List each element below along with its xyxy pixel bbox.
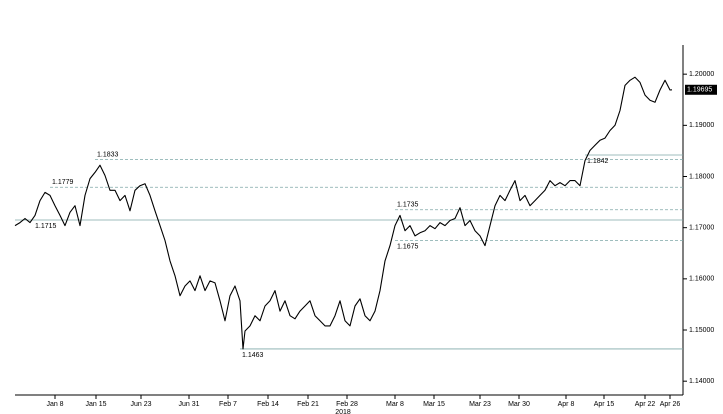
level-label: 1.1463 — [242, 352, 264, 359]
x-tick-label: Jan 15 — [85, 401, 106, 408]
x-tick-label: Feb 21 — [297, 401, 319, 408]
year-label: 2018 — [335, 409, 351, 414]
level-label: 1.1735 — [397, 202, 419, 209]
y-tick-label: 1.17000 — [689, 225, 714, 232]
x-tick-label: Mar 15 — [423, 401, 445, 408]
x-tick-label: Feb 28 — [336, 401, 358, 408]
price-line — [14, 76, 673, 350]
x-tick-label: Mar 23 — [469, 401, 491, 408]
level-label: 1.1833 — [97, 151, 119, 158]
x-tick-label: Feb 14 — [257, 401, 279, 408]
x-tick-label: Jun 23 — [130, 401, 151, 408]
last-price-label: 1.19695 — [687, 87, 712, 94]
y-tick-label: 1.20000 — [689, 71, 714, 78]
x-tick-label: Feb 7 — [219, 401, 237, 408]
level-label: 1.1675 — [397, 243, 419, 250]
level-label: 1.1842 — [587, 158, 609, 165]
x-tick-label: Apr 8 — [558, 401, 575, 408]
level-label: 1.1715 — [35, 223, 57, 230]
y-tick-label: 1.15000 — [689, 327, 714, 334]
x-tick-label: Jun 31 — [178, 401, 199, 408]
x-tick-label: Mar 8 — [386, 401, 404, 408]
y-tick-label: 1.16000 — [689, 276, 714, 283]
y-tick-label: 1.18000 — [689, 173, 714, 180]
x-tick-label: Apr 26 — [660, 401, 681, 408]
x-tick-label: Jan 8 — [46, 401, 63, 408]
x-tick-label: Mar 30 — [508, 401, 530, 408]
level-label: 1.1779 — [52, 179, 74, 186]
y-tick-label: 1.19000 — [689, 122, 714, 129]
x-tick-label: Apr 15 — [594, 401, 615, 408]
y-tick-label: 1.14000 — [689, 378, 714, 385]
last-price-box — [685, 84, 717, 95]
x-tick-label: Apr 22 — [635, 401, 656, 408]
